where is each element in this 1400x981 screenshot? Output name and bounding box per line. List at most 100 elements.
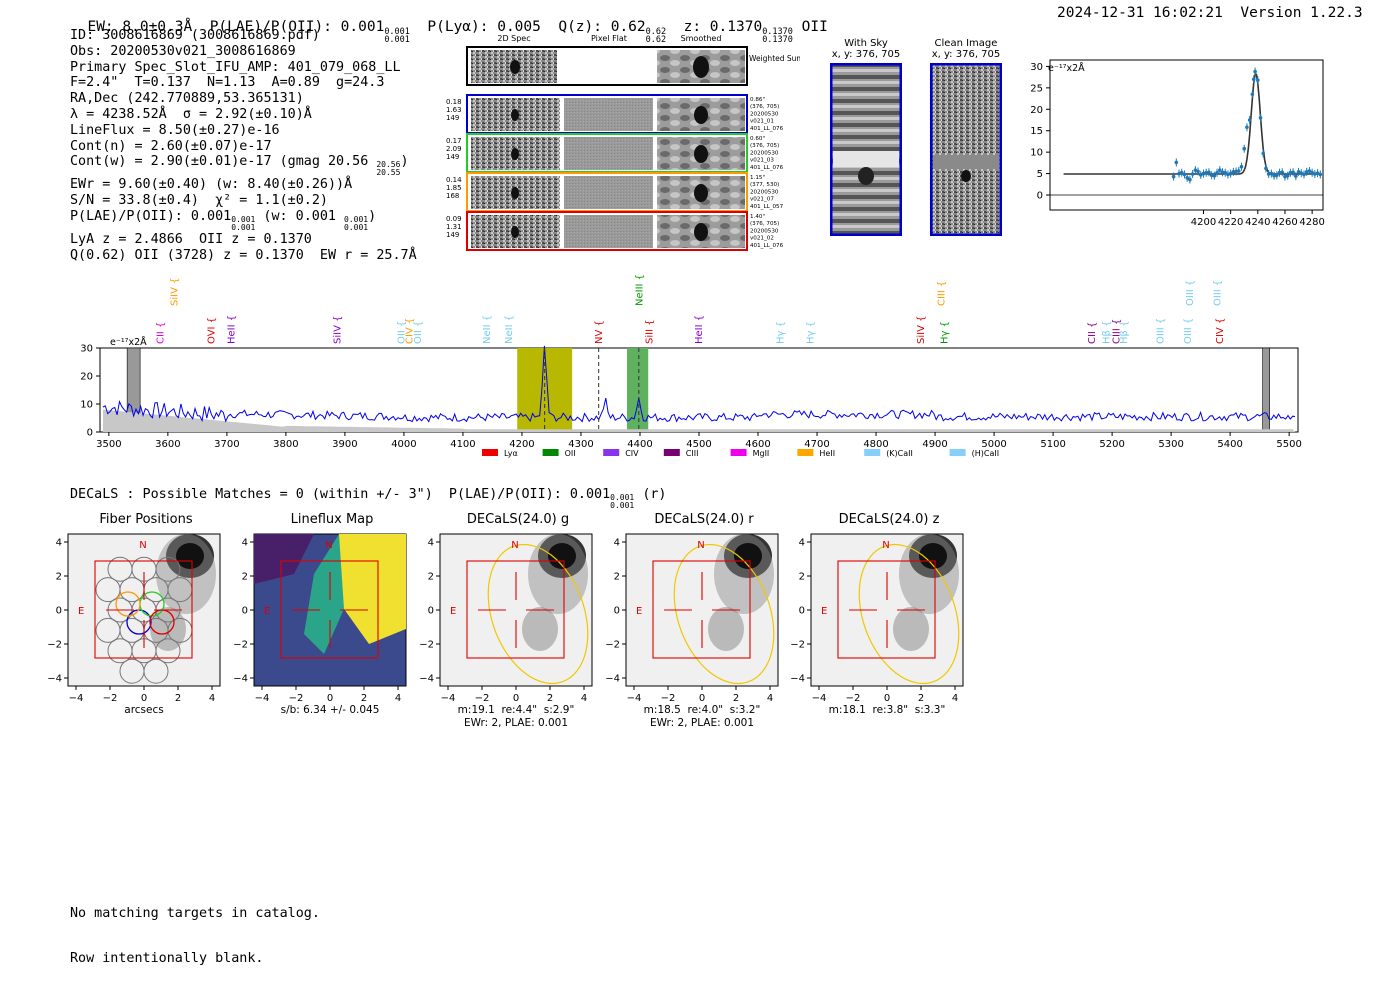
decals-panel: DECaLS(24.0) z N E −4 4 −2 2 0 0 2 −2 4 −4 m:18.1 re:… (787, 512, 979, 716)
zoom-x-tick: 4260 (1272, 217, 1297, 228)
zoom-data-point (1198, 173, 1203, 177)
decals-panel-title: DECaLS(24.0) z (838, 512, 940, 527)
spectrum-line-label: CIV { (405, 318, 416, 344)
zoom-data-point (1207, 170, 1211, 175)
spectrum-line-label: OVI { (206, 317, 217, 344)
decals-panel-title: DECaLS(24.0) r (654, 512, 754, 527)
zoom-y-tick: 25 (1030, 83, 1043, 94)
info-contw-sup: 20.56 (376, 160, 401, 170)
spectrum-x-tick: 4200 (509, 439, 534, 450)
zoom-data-point (1318, 172, 1323, 177)
decals-summary-band: (r) (642, 487, 667, 502)
info-sn: S/N = 33.8(±0.4) χ² = 1.1(±0.2) (70, 193, 328, 209)
decals-x-tick: 0 (141, 693, 147, 704)
cutout-right-value: 401_LL_076 (750, 243, 784, 249)
spectrum-legend-item: (H)CaII (949, 449, 999, 458)
info-id: ID: 3008616869 (3008616869.pdf) (70, 28, 320, 43)
cutout-col-title: Smoothed (681, 34, 722, 43)
svg-text:OII: OII (565, 449, 576, 458)
cutout-left-value: 0.14 (446, 176, 462, 184)
spectrum-x-tick: 4400 (627, 439, 652, 450)
decals-y-tick: −2 (790, 640, 805, 651)
spectrum-line-label: Hγ { (939, 321, 950, 344)
fiber-circle (143, 658, 169, 684)
decals-panel-title: Fiber Positions (99, 512, 193, 527)
cutout-right-value: 0.60" (750, 136, 765, 142)
header-timestamp: 2024-12-31 16:02:21 (1057, 5, 1223, 21)
spectrum-legend-item: Lyα (482, 449, 518, 458)
zoom-data-point (1256, 78, 1260, 82)
spectrum-line-label: Hβ { (1102, 321, 1113, 344)
zoom-data-point (1253, 69, 1257, 74)
decals-x-tick: −4 (627, 693, 642, 704)
spectrum-x-tick: 4300 (568, 439, 593, 450)
decals-y-tick: 0 (428, 606, 434, 617)
decals-y-tick: 4 (799, 538, 805, 549)
cutout-col-title: Pixel Flat (591, 34, 627, 43)
clean-image (930, 63, 1002, 236)
svg-text:Lyα: Lyα (504, 449, 518, 458)
zoom-data-point (1201, 171, 1206, 176)
spectrum-x-tick: 4000 (391, 439, 416, 450)
decals-panel: Lineflux Map N E −4 4 −2 2 0 0 2 −2 4 −4 s/b: 6.34 +/… (230, 512, 422, 716)
zoom-data-point (1250, 92, 1255, 97)
spectrum-x-tick: 4900 (922, 439, 947, 450)
spectrum-legend-item: (K)CaII (864, 449, 913, 458)
fiber-circle (155, 556, 181, 582)
zoom-data-point (1188, 177, 1192, 182)
decals-x-tick: −2 (103, 693, 118, 704)
svg-text:MgII: MgII (753, 449, 770, 458)
north-label: N (139, 540, 146, 551)
east-label: E (264, 606, 270, 617)
zoom-x-tick: 4220 (1218, 217, 1243, 228)
zoom-y-tick: 0 (1037, 191, 1043, 202)
header-version: Version 1.22.3 (1240, 5, 1363, 21)
spectrum-highlight-region (627, 348, 649, 432)
cutout-right-value: (377, 530) (750, 182, 779, 188)
header-summary: EW: 8.0±0.3Å P(LAE)/P(OII): 0.001 0.001 0.… (70, 3, 827, 44)
header-z-sup: 0.1370 (762, 27, 793, 37)
decals-y-tick: −4 (605, 674, 620, 685)
spectrum-curve (102, 345, 1296, 423)
zoom-data-point (1275, 173, 1279, 178)
spectrum-line-label: NeII { (482, 315, 493, 344)
spectrum-x-tick: 5400 (1217, 439, 1242, 450)
spectrum-x-tick: 5500 (1276, 439, 1301, 450)
spectrum-x-tick: 5000 (981, 439, 1006, 450)
header-z: z: 0.1370 (683, 19, 763, 35)
decals-panel: DECaLS(24.0) r N E −4 4 −2 2 0 0 2 −2 4 −4 m:18.5 re:… (602, 512, 794, 729)
decals-x-tick: −4 (812, 693, 827, 704)
zoom-data-point (1239, 164, 1244, 169)
spectrum-line-label: OIII { (1185, 280, 1196, 306)
info-q-line: Q(0.62) OII (3728) z = 0.1370 EW r = 25.… (70, 247, 417, 263)
search-box (652, 560, 751, 659)
decals-y-tick: −2 (605, 640, 620, 651)
zoom-data-point (1315, 171, 1320, 175)
decals-y-tick: 0 (242, 606, 248, 617)
zoom-data-point (1193, 168, 1198, 172)
zoom-data-point (1294, 174, 1298, 178)
cutout-left-value: 149 (446, 231, 459, 239)
cutout-right-value: 20200530 (750, 111, 779, 117)
spectrum-line-label: SiIV { (333, 316, 344, 344)
cutout-left-value: 1.85 (446, 184, 462, 192)
zoom-plot-frame (1049, 59, 1324, 211)
decals-x-tick: −4 (441, 693, 456, 704)
east-label: E (821, 606, 827, 617)
zoom-data-point (1204, 170, 1208, 175)
cutout-right-value: 20200530 (750, 228, 779, 234)
decals-caption-2: EWr: 2, PLAE: 0.001 (463, 717, 569, 729)
spectrum-x-tick: 3700 (214, 439, 239, 450)
east-label: E (636, 606, 642, 617)
cutout-pixel-flat (564, 176, 653, 209)
spectrum-line-label: OIII { (1155, 318, 1166, 344)
zoom-data-point (1307, 169, 1312, 173)
zoom-data-point (1179, 170, 1184, 175)
spectrum-legend-item: MgII (730, 449, 770, 458)
fiber-circle (155, 638, 181, 664)
decals-y-tick: 4 (428, 538, 434, 549)
zoom-data-point (1231, 170, 1236, 174)
decals-x-tick: −2 (289, 693, 304, 704)
cutout-left-value: 149 (446, 114, 459, 122)
